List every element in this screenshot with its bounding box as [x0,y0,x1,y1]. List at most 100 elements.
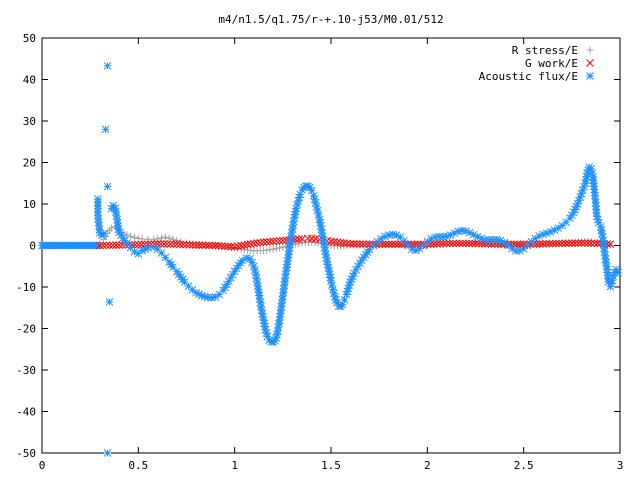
series-point [400,237,409,245]
series-point [105,241,114,250]
series-point [198,241,207,250]
series-point [276,244,284,252]
x-axis: 0 0.5 1 1.5 2 2.5 3 [39,38,623,472]
series-point [330,237,339,246]
series-point [240,241,249,249]
series-point [99,230,108,238]
series-point [130,234,138,242]
series-point [173,240,181,249]
series-point [590,239,599,248]
series-point [465,239,473,248]
legend-marker [586,59,594,67]
series-point [346,239,355,248]
series-point [269,245,277,253]
series-point [492,235,501,244]
series-point [542,239,550,248]
series-point [224,242,233,251]
series-point [462,239,470,248]
series-point [107,224,115,232]
acoustic-flux-baseline [38,241,102,250]
series-point [295,240,303,248]
series-point [127,232,135,240]
series-point [338,300,347,309]
series-point [326,273,335,282]
series-point [455,239,464,248]
series-point [545,239,554,248]
series-point [115,241,123,249]
series-point [327,237,335,246]
series-point [516,240,525,249]
series-point [157,234,165,242]
series-point [215,290,224,299]
series-point [373,237,382,246]
series-point [391,240,400,249]
series-point [388,240,396,249]
series-point [105,298,114,306]
y-tick-label: -20 [16,323,36,336]
legend-label: G work/E [525,57,578,70]
series-point [176,240,184,249]
series-point [156,240,165,248]
series-point [161,233,169,241]
series-point [166,240,175,248]
series-point [606,240,615,249]
series-point [179,240,188,249]
series-point [102,241,111,250]
x-tick-label: 2.5 [514,459,534,472]
y-tick-label: 10 [23,198,36,211]
series-point [278,236,287,245]
series-point [548,239,557,248]
series-point [262,238,271,246]
series-point [157,249,166,257]
series-point [468,239,477,248]
series-point [192,241,200,249]
series-point [445,239,454,248]
legend-label: R stress/E [512,44,578,57]
series-point [108,241,117,250]
y-tick-label: 0 [29,240,36,253]
series-point [221,242,229,251]
series-point [269,237,278,246]
series-point [111,204,120,213]
x-tick-label: 1.5 [321,459,341,472]
series-point [419,241,428,250]
series-point [571,239,579,248]
y-tick-label: 50 [23,32,36,45]
series-point [256,238,265,247]
series-point [160,240,168,248]
series-point [384,240,393,249]
series-point [381,240,390,249]
series-point [266,237,274,246]
series-point [259,238,268,247]
series-point [185,240,194,249]
series-point [433,239,441,248]
series-point [574,239,583,247]
series-point [227,242,236,251]
series-point [551,239,560,248]
series-point [144,240,152,249]
series-point [561,239,570,248]
series-point [580,239,589,247]
y-axis: 50 40 30 20 10 0 -10 -20 -30 -40 -50 [16,32,620,460]
series-point [567,239,576,248]
series-point [312,202,321,211]
series-point [436,239,445,248]
y-tick-label: 20 [23,157,36,170]
series-point [275,236,284,245]
series-point [339,239,348,247]
series-point [558,239,567,248]
series-point [272,237,281,245]
legend-label: Acoustic flux/E [479,70,578,83]
series-point [349,240,358,248]
y-tick-label: -50 [16,447,36,460]
series-layer [38,61,622,457]
series-point [336,238,345,247]
x-tick-label: 0.5 [128,459,148,472]
series-point [189,241,197,249]
series-point [362,240,371,249]
series-point [423,237,432,246]
series-point [555,239,563,248]
series-point [359,240,367,248]
series-point [150,240,159,248]
